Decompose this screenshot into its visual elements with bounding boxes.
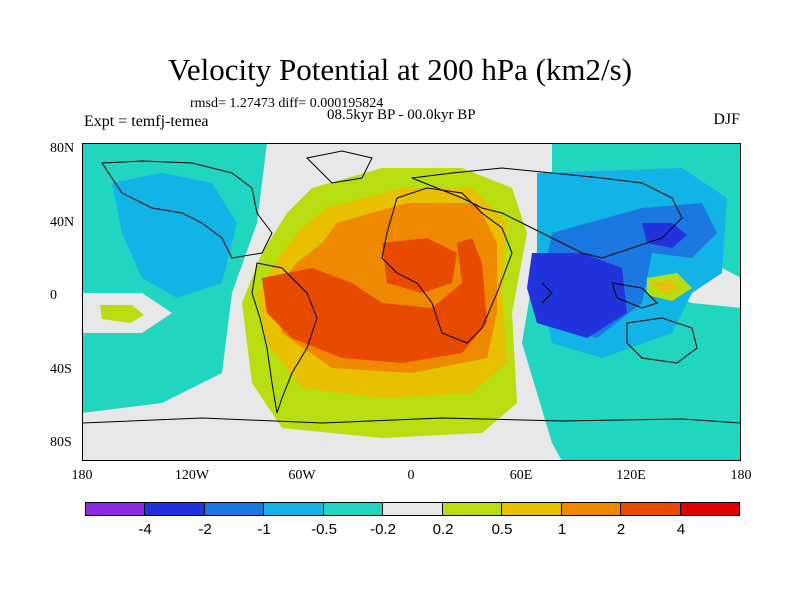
lon-tick-60e: 60E: [509, 468, 533, 483]
colorbar-swatch: [502, 503, 562, 515]
lon-tick-180e: 180: [730, 468, 752, 483]
colorbar-label: 0.2: [432, 521, 454, 538]
colorbar-swatch: [145, 503, 205, 515]
colorbar-swatch: [86, 503, 146, 515]
colorbar-label: 1: [557, 521, 567, 538]
colorbar-swatch: [442, 503, 503, 515]
field-positive-maritime-core: [652, 280, 678, 293]
field-negative-indian-ocean: [527, 253, 627, 338]
colorbar-label: 4: [676, 521, 686, 538]
lat-tick-80s: 80S: [50, 435, 72, 450]
colorbar-swatch: [323, 503, 384, 515]
coastlines: [82, 150, 741, 424]
colorbar-swatch: [383, 503, 443, 515]
colorbar-label: 0.5: [491, 521, 513, 538]
season-label: DJF: [713, 111, 740, 128]
colorbar-swatch: [264, 503, 324, 515]
colorbar-label: -1: [257, 521, 271, 538]
colorbar-label: -0.2: [370, 521, 396, 538]
lat-tick-80n: 80N: [50, 141, 75, 156]
colorbar-swatch: [561, 503, 622, 515]
velocity-potential-map: [82, 143, 741, 461]
experiment-label: Expt = temfj-temea: [84, 113, 209, 130]
field-negative-pacific: [112, 173, 237, 298]
field-positive-core: [262, 238, 487, 363]
field-positive-pacific-spot: [100, 305, 144, 323]
lon-tick-180w: 180: [71, 468, 93, 483]
lat-tick-0: 0: [50, 288, 57, 303]
field-positive-core-africa: [382, 238, 457, 293]
colorbar-swatch: [621, 503, 681, 515]
period-text: 08.5kyr BP - 00.0kyr BP: [327, 107, 476, 123]
lat-tick-40s: 40S: [50, 362, 72, 377]
lon-tick-120w: 120W: [174, 468, 210, 483]
colorbar-swatch: [204, 503, 265, 515]
rmsd-diff-text: rmsd= 1.27473 diff= 0.000195824: [190, 96, 384, 111]
colorbar-label: -0.5: [311, 521, 337, 538]
colorbar-label: -4: [138, 521, 152, 538]
colorbar-label: -2: [198, 521, 212, 538]
colorbar: [85, 502, 740, 516]
lon-tick-60w: 60W: [288, 468, 316, 483]
colorbar-label: 2: [616, 521, 626, 538]
lon-tick-0: 0: [407, 468, 415, 483]
map-frame: [82, 143, 741, 461]
lon-tick-120e: 120E: [616, 468, 646, 483]
map-title: Velocity Potential at 200 hPa (km2/s): [167, 52, 633, 87]
colorbar-swatch: [680, 503, 739, 515]
lat-tick-40n: 40N: [50, 215, 75, 230]
